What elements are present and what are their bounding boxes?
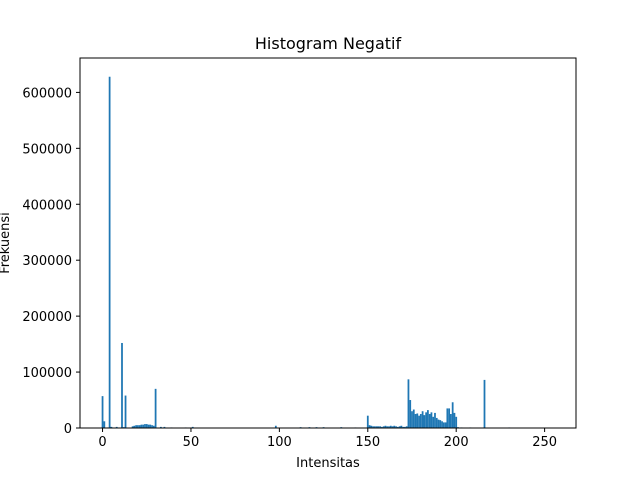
- chart-title: Histogram Negatif: [255, 34, 402, 53]
- histogram-bar: [366, 415, 369, 428]
- histogram-bar: [108, 76, 111, 429]
- histogram-bar: [372, 426, 374, 428]
- histogram-bar: [402, 426, 405, 428]
- histogram-bar: [427, 410, 429, 428]
- histogram-bar: [379, 426, 382, 428]
- histogram-bar: [398, 426, 401, 428]
- x-tick-label: 150: [355, 435, 380, 450]
- histogram-bar: [382, 426, 385, 428]
- histogram-bar: [152, 425, 155, 428]
- histogram-bar: [423, 415, 426, 428]
- histogram-bar: [414, 414, 417, 428]
- x-axis-label: Intensitas: [296, 456, 360, 471]
- y-tick-label: 600000: [22, 86, 72, 101]
- plot-frame: [79, 57, 577, 429]
- histogram-bar: [191, 426, 194, 428]
- histogram-bar: [110, 426, 113, 428]
- histogram-bar: [411, 411, 413, 428]
- y-tick-label: 200000: [22, 310, 72, 325]
- x-tick-label: 50: [183, 435, 200, 450]
- y-axis-ticks: 0 100000 200000 300000 400000 500000 600000: [22, 86, 80, 437]
- histogram-bar: [147, 424, 150, 428]
- histogram-bar: [151, 425, 153, 428]
- histogram-bar: [418, 415, 420, 428]
- histogram-bar: [142, 424, 145, 428]
- x-tick-label: 100: [267, 435, 292, 450]
- histogram-bar: [448, 408, 451, 428]
- y-tick-label: 0: [64, 422, 72, 437]
- histogram-bar: [407, 379, 410, 428]
- histogram-bar: [444, 422, 447, 428]
- histogram-bar: [428, 414, 431, 428]
- histogram-bar: [400, 425, 403, 428]
- histogram-bar: [435, 417, 438, 428]
- histogram-bar: [384, 425, 387, 428]
- histogram-bar: [396, 426, 399, 428]
- histogram-bar: [121, 342, 123, 428]
- x-tick-label: 200: [444, 435, 469, 450]
- histogram-bar: [393, 425, 396, 428]
- histogram-bar: [432, 416, 435, 428]
- histogram-bar: [451, 402, 454, 428]
- histogram-bar: [450, 414, 452, 428]
- histogram-bar: [391, 426, 394, 428]
- histogram-bar: [441, 421, 443, 428]
- histogram-bar: [373, 426, 376, 428]
- histogram-bar: [453, 412, 456, 428]
- y-tick-label: 300000: [22, 254, 72, 269]
- histogram-bar: [274, 425, 277, 428]
- histogram-bar: [137, 425, 139, 428]
- histogram-bar: [388, 426, 390, 428]
- histogram-bar: [145, 424, 148, 428]
- histogram-bar: [140, 424, 143, 428]
- histogram-bar: [133, 425, 136, 428]
- histogram-bar: [430, 412, 433, 428]
- histogram-bar: [483, 379, 486, 428]
- histogram-bar: [131, 426, 134, 428]
- histogram-bar: [386, 426, 389, 428]
- histogram-bar: [404, 426, 406, 428]
- histogram-bar: [163, 426, 166, 428]
- histogram-bar: [437, 419, 440, 428]
- x-tick-label: 0: [98, 435, 106, 450]
- histogram-bar: [154, 388, 157, 428]
- histogram-bar: [115, 426, 118, 428]
- histogram-bar: [381, 426, 383, 428]
- histogram-bar: [368, 425, 371, 428]
- histogram-bar: [389, 425, 392, 428]
- histogram-bar: [455, 416, 458, 428]
- histogram-bar: [419, 414, 422, 428]
- y-tick-label: 400000: [22, 198, 72, 213]
- histogram-bar: [409, 400, 412, 428]
- histogram-bar: [377, 426, 380, 428]
- histogram-bar: [101, 396, 104, 428]
- histogram-bar: [405, 426, 408, 428]
- histogram-bar: [375, 426, 378, 428]
- histogram-bar: [149, 424, 152, 428]
- histogram-bar: [425, 412, 428, 428]
- histogram-bar: [135, 425, 138, 428]
- y-tick-label: 500000: [22, 142, 72, 157]
- histogram-bar: [370, 425, 373, 428]
- histogram-bar: [442, 422, 445, 428]
- histogram-bar: [416, 413, 419, 428]
- histogram-bar: [434, 412, 436, 428]
- histogram-bar: [395, 426, 397, 428]
- histogram-bar: [412, 409, 415, 428]
- y-tick-label: 100000: [22, 366, 72, 381]
- bars-group: [101, 76, 511, 429]
- histogram-bar: [103, 421, 106, 428]
- histogram-bar: [439, 420, 442, 428]
- histogram-bar: [421, 411, 424, 428]
- histogram-bar: [144, 424, 146, 428]
- y-axis-label: Frekuensi: [0, 212, 13, 274]
- histogram-bar: [160, 426, 162, 428]
- histogram-bar: [138, 425, 141, 428]
- histogram-bar: [446, 408, 449, 428]
- x-axis-ticks: 0 50 100 150 200 250: [98, 428, 557, 450]
- plot-background: [80, 58, 576, 428]
- x-tick-label: 250: [532, 435, 557, 450]
- histogram-bar: [124, 395, 127, 428]
